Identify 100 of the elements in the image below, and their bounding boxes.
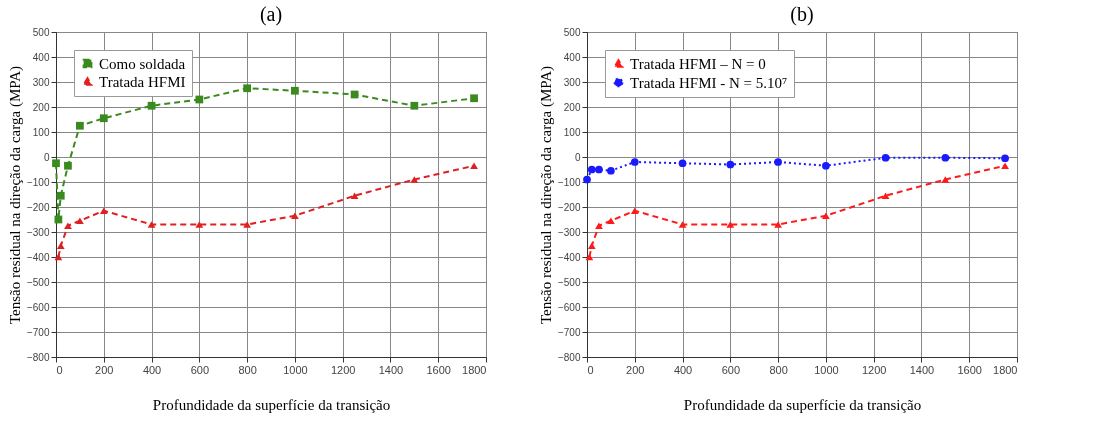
- y-tick-label: −600: [26, 301, 50, 313]
- point: [410, 176, 419, 183]
- x-tick-label: 800: [238, 363, 257, 376]
- y-tick-label: −700: [26, 326, 50, 338]
- y-tick-label: 0: [574, 151, 581, 163]
- y-tick-label: −500: [557, 276, 581, 288]
- point: [595, 165, 603, 174]
- point: [583, 175, 591, 184]
- y-tick-label: −200: [26, 201, 50, 213]
- point: [291, 212, 299, 220]
- point: [147, 221, 156, 228]
- point: [243, 84, 251, 93]
- y-axis-title: Tensão residual na direção da carga (MPA): [6, 65, 24, 325]
- x-tick-label: 1800: [993, 363, 1018, 376]
- point: [595, 222, 603, 230]
- point: [607, 217, 615, 225]
- point: [774, 221, 782, 228]
- x-axis-title: Profundidade da superfície da transição: [152, 396, 391, 413]
- y-tick-label: 400: [32, 51, 50, 63]
- point: [470, 94, 478, 103]
- point: [630, 207, 639, 215]
- y-tick-label: −400: [26, 251, 50, 263]
- y-tick-label: 300: [32, 76, 50, 88]
- point: [822, 212, 830, 220]
- point: [195, 95, 204, 104]
- x-tick-label: 1200: [330, 363, 356, 376]
- point: [726, 160, 735, 169]
- y-tick-label: −100: [26, 176, 50, 188]
- point: [410, 101, 419, 110]
- x-tick-label: 0: [56, 363, 63, 376]
- point: [630, 158, 639, 166]
- y-tick-label: −800: [26, 351, 50, 363]
- y-tick-label: −200: [557, 201, 581, 213]
- x-tick-label: 1600: [426, 363, 451, 376]
- point: [76, 217, 84, 225]
- point: [941, 176, 950, 183]
- point: [147, 101, 156, 110]
- x-tick-label: 200: [95, 363, 114, 376]
- chart-title: (b): [790, 3, 814, 26]
- y-tick-label: −400: [557, 251, 581, 263]
- point: [587, 242, 596, 250]
- point: [350, 192, 359, 200]
- point: [56, 242, 65, 250]
- point: [1001, 162, 1009, 170]
- point: [881, 192, 890, 200]
- x-tick-label: 1000: [814, 363, 839, 376]
- point: [941, 153, 950, 162]
- x-tick-label: 600: [721, 363, 741, 376]
- y-tick-label: 200: [563, 101, 581, 113]
- y-tick-label: 300: [563, 76, 581, 88]
- point: [1001, 154, 1009, 163]
- point: [52, 159, 60, 168]
- y-tick-label: −300: [26, 226, 50, 238]
- legend-label: Como soldada: [99, 55, 186, 72]
- point: [678, 221, 687, 228]
- x-tick-label: 600: [190, 363, 210, 376]
- x-tick-label: 1000: [283, 363, 308, 376]
- y-tick-label: 500: [563, 26, 581, 38]
- y-tick-label: −800: [557, 351, 581, 363]
- point: [726, 221, 735, 228]
- legend-label: Tratada HFMI - N = 5.10⁷: [630, 74, 788, 91]
- point: [822, 161, 830, 170]
- y-tick-label: −700: [557, 326, 581, 338]
- y-tick-label: 100: [563, 126, 581, 138]
- point: [99, 207, 108, 215]
- legend-label: Tratada HFMI: [99, 73, 186, 90]
- y-tick-label: 200: [32, 101, 50, 113]
- y-tick-label: 100: [32, 126, 50, 138]
- x-tick-label: 200: [626, 363, 645, 376]
- x-tick-label: 1400: [909, 363, 935, 376]
- x-axis-title: Profundidade da superfície da transição: [683, 396, 922, 413]
- point: [881, 153, 890, 162]
- point: [291, 86, 299, 95]
- point: [774, 158, 782, 166]
- y-axis-title: Tensão residual na direção da carga (MPA): [537, 65, 555, 325]
- y-tick-label: −300: [557, 226, 581, 238]
- y-tick-label: −600: [557, 301, 581, 313]
- point: [64, 222, 72, 230]
- y-tick-label: −100: [557, 176, 581, 188]
- x-tick-label: 0: [587, 363, 594, 376]
- y-tick-label: 0: [43, 151, 50, 163]
- point: [470, 162, 478, 170]
- point: [64, 161, 72, 170]
- y-tick-label: −500: [26, 276, 50, 288]
- y-tick-label: 500: [32, 26, 50, 38]
- x-tick-label: 1200: [861, 363, 887, 376]
- point: [678, 159, 687, 168]
- x-tick-label: 400: [673, 363, 693, 376]
- point: [195, 221, 204, 228]
- x-tick-label: 1600: [957, 363, 982, 376]
- y-tick-label: 400: [563, 51, 581, 63]
- x-tick-label: 1800: [462, 363, 487, 376]
- legend-label: Tratada HFMI – N = 0: [630, 55, 766, 72]
- point: [99, 114, 108, 123]
- chart-title: (a): [259, 3, 283, 26]
- point: [56, 191, 65, 200]
- x-tick-label: 800: [769, 363, 788, 376]
- point: [587, 165, 596, 174]
- point: [76, 121, 84, 130]
- point: [607, 166, 615, 175]
